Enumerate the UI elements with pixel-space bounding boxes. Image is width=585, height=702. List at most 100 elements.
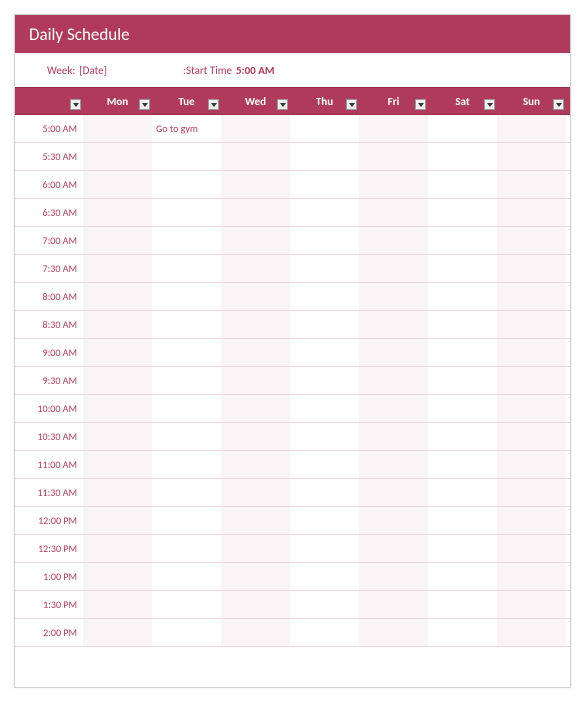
schedule-cell[interactable] [83,563,152,590]
schedule-cell[interactable] [152,283,221,310]
schedule-cell[interactable] [428,367,497,394]
schedule-cell[interactable] [497,255,566,282]
schedule-cell[interactable] [221,619,290,646]
schedule-cell[interactable] [290,451,359,478]
filter-dropdown-icon[interactable] [277,99,288,110]
schedule-cell[interactable] [359,563,428,590]
filter-dropdown-icon[interactable] [346,99,357,110]
schedule-cell[interactable] [428,563,497,590]
schedule-cell[interactable] [83,507,152,534]
schedule-cell[interactable] [497,367,566,394]
schedule-cell[interactable] [428,311,497,338]
schedule-cell[interactable] [497,339,566,366]
schedule-cell[interactable] [428,451,497,478]
schedule-cell[interactable] [290,311,359,338]
schedule-cell[interactable] [497,283,566,310]
schedule-cell[interactable] [359,423,428,450]
schedule-cell[interactable] [359,619,428,646]
filter-dropdown-icon[interactable] [553,99,564,110]
schedule-cell[interactable] [290,507,359,534]
schedule-cell[interactable] [359,199,428,226]
schedule-cell[interactable] [83,619,152,646]
schedule-cell[interactable] [221,283,290,310]
schedule-cell[interactable] [83,311,152,338]
schedule-cell[interactable] [221,507,290,534]
schedule-cell[interactable] [221,339,290,366]
schedule-cell[interactable] [83,535,152,562]
schedule-cell[interactable] [221,395,290,422]
schedule-cell[interactable] [497,311,566,338]
schedule-cell[interactable] [290,283,359,310]
schedule-cell[interactable] [152,255,221,282]
schedule-cell[interactable] [290,227,359,254]
schedule-cell[interactable] [428,507,497,534]
schedule-cell[interactable] [83,199,152,226]
schedule-cell[interactable] [428,619,497,646]
schedule-cell[interactable] [359,255,428,282]
schedule-cell[interactable] [359,479,428,506]
schedule-cell[interactable] [83,395,152,422]
schedule-cell[interactable] [221,311,290,338]
schedule-cell[interactable] [497,199,566,226]
schedule-cell[interactable] [290,423,359,450]
schedule-cell[interactable] [152,143,221,170]
schedule-cell[interactable] [290,199,359,226]
schedule-cell[interactable] [359,227,428,254]
schedule-cell[interactable] [497,535,566,562]
schedule-cell[interactable] [152,171,221,198]
filter-dropdown-icon[interactable] [484,99,495,110]
schedule-cell[interactable] [359,395,428,422]
schedule-cell[interactable] [359,339,428,366]
schedule-cell[interactable] [290,339,359,366]
schedule-cell[interactable] [497,143,566,170]
schedule-cell[interactable] [428,339,497,366]
schedule-cell[interactable] [221,255,290,282]
schedule-cell[interactable] [152,227,221,254]
schedule-cell[interactable] [359,535,428,562]
schedule-cell[interactable] [359,283,428,310]
schedule-cell[interactable] [83,451,152,478]
schedule-cell[interactable] [290,171,359,198]
filter-dropdown-icon[interactable] [139,99,150,110]
schedule-cell[interactable] [152,591,221,618]
schedule-cell[interactable] [497,171,566,198]
schedule-cell[interactable] [428,423,497,450]
filter-dropdown-icon[interactable] [70,99,81,110]
week-value[interactable]: [Date] [79,64,107,77]
schedule-cell[interactable] [152,535,221,562]
schedule-cell[interactable] [359,451,428,478]
schedule-cell[interactable] [428,199,497,226]
schedule-cell[interactable] [152,423,221,450]
schedule-cell[interactable] [290,255,359,282]
schedule-cell[interactable] [428,479,497,506]
schedule-cell[interactable] [152,339,221,366]
schedule-cell[interactable] [221,171,290,198]
schedule-cell[interactable] [152,479,221,506]
schedule-cell[interactable] [290,591,359,618]
schedule-cell[interactable] [359,171,428,198]
schedule-cell[interactable] [221,143,290,170]
schedule-cell[interactable] [152,311,221,338]
schedule-cell[interactable] [428,395,497,422]
schedule-cell[interactable] [152,563,221,590]
schedule-cell[interactable] [83,283,152,310]
schedule-cell[interactable] [221,451,290,478]
schedule-cell[interactable] [152,367,221,394]
schedule-cell[interactable] [497,395,566,422]
schedule-cell[interactable] [290,619,359,646]
schedule-cell[interactable] [359,591,428,618]
schedule-cell[interactable] [152,507,221,534]
schedule-cell[interactable] [497,423,566,450]
schedule-cell[interactable] [83,591,152,618]
schedule-cell[interactable] [221,563,290,590]
schedule-cell[interactable] [83,255,152,282]
schedule-cell[interactable] [152,619,221,646]
schedule-cell[interactable] [497,227,566,254]
schedule-cell[interactable] [290,535,359,562]
schedule-cell[interactable] [221,199,290,226]
schedule-cell[interactable] [83,115,152,142]
schedule-cell[interactable] [428,255,497,282]
schedule-cell[interactable] [83,143,152,170]
schedule-cell[interactable]: Go to gym [152,115,221,142]
start-time-value[interactable]: 5:00 AM [236,64,275,77]
